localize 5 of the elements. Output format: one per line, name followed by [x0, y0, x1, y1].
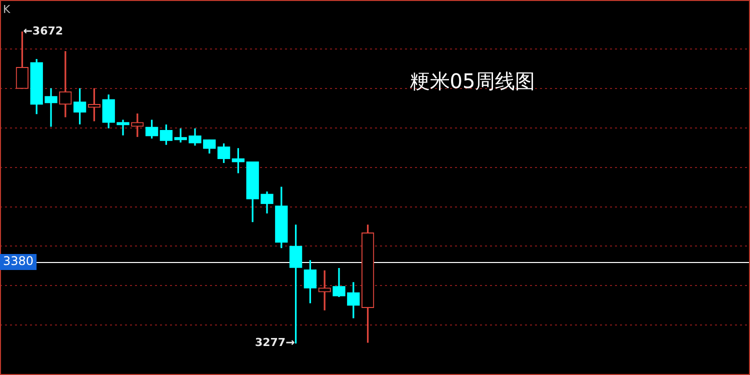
- annotation: ←3672: [23, 24, 64, 38]
- text: 粳米05周线图: [410, 69, 536, 94]
- ref-line-label: 3380: [3, 254, 34, 268]
- annotation: 3277→: [254, 336, 295, 350]
- text: K: [3, 2, 11, 16]
